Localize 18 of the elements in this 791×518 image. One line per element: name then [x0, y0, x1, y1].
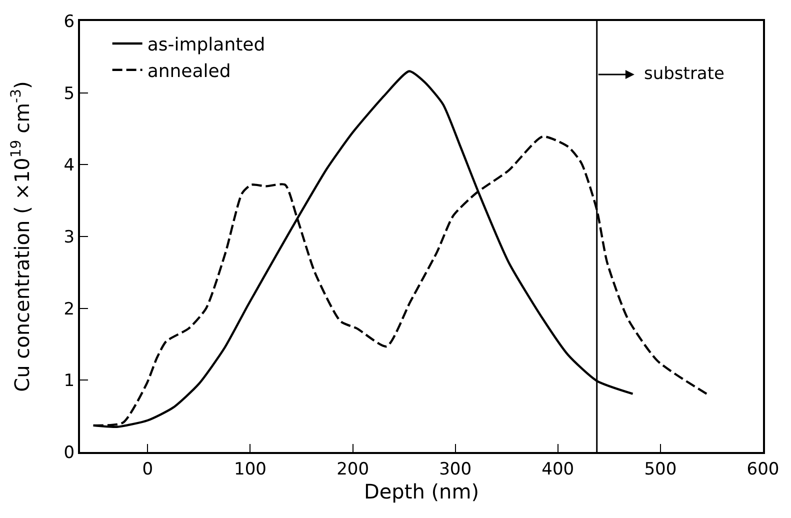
y-tick-label: 5 — [64, 84, 75, 104]
legend-label: as-implanted — [147, 34, 266, 56]
legend-label: annealed — [147, 60, 231, 82]
x-tick-label: 0 — [142, 459, 154, 480]
x-tick-label: 100 — [234, 459, 266, 480]
y-tick-label: 2 — [64, 299, 75, 320]
x-tick-label: 400 — [542, 459, 574, 480]
y-tick-label: 4 — [64, 156, 75, 176]
y-tick-label: 0 — [64, 442, 75, 463]
y-tick-label: 1 — [64, 371, 75, 392]
x-tick-label: 200 — [336, 459, 370, 480]
ref-line-label: substrate — [644, 64, 724, 84]
x-tick-label: 500 — [644, 459, 677, 480]
x-axis-title: Depth (nm) — [364, 479, 480, 504]
x-tick-label: 600 — [746, 459, 780, 480]
y-tick-label: 6 — [64, 12, 75, 32]
y-tick-label: 3 — [64, 227, 75, 248]
x-tick-label: 300 — [439, 459, 472, 480]
